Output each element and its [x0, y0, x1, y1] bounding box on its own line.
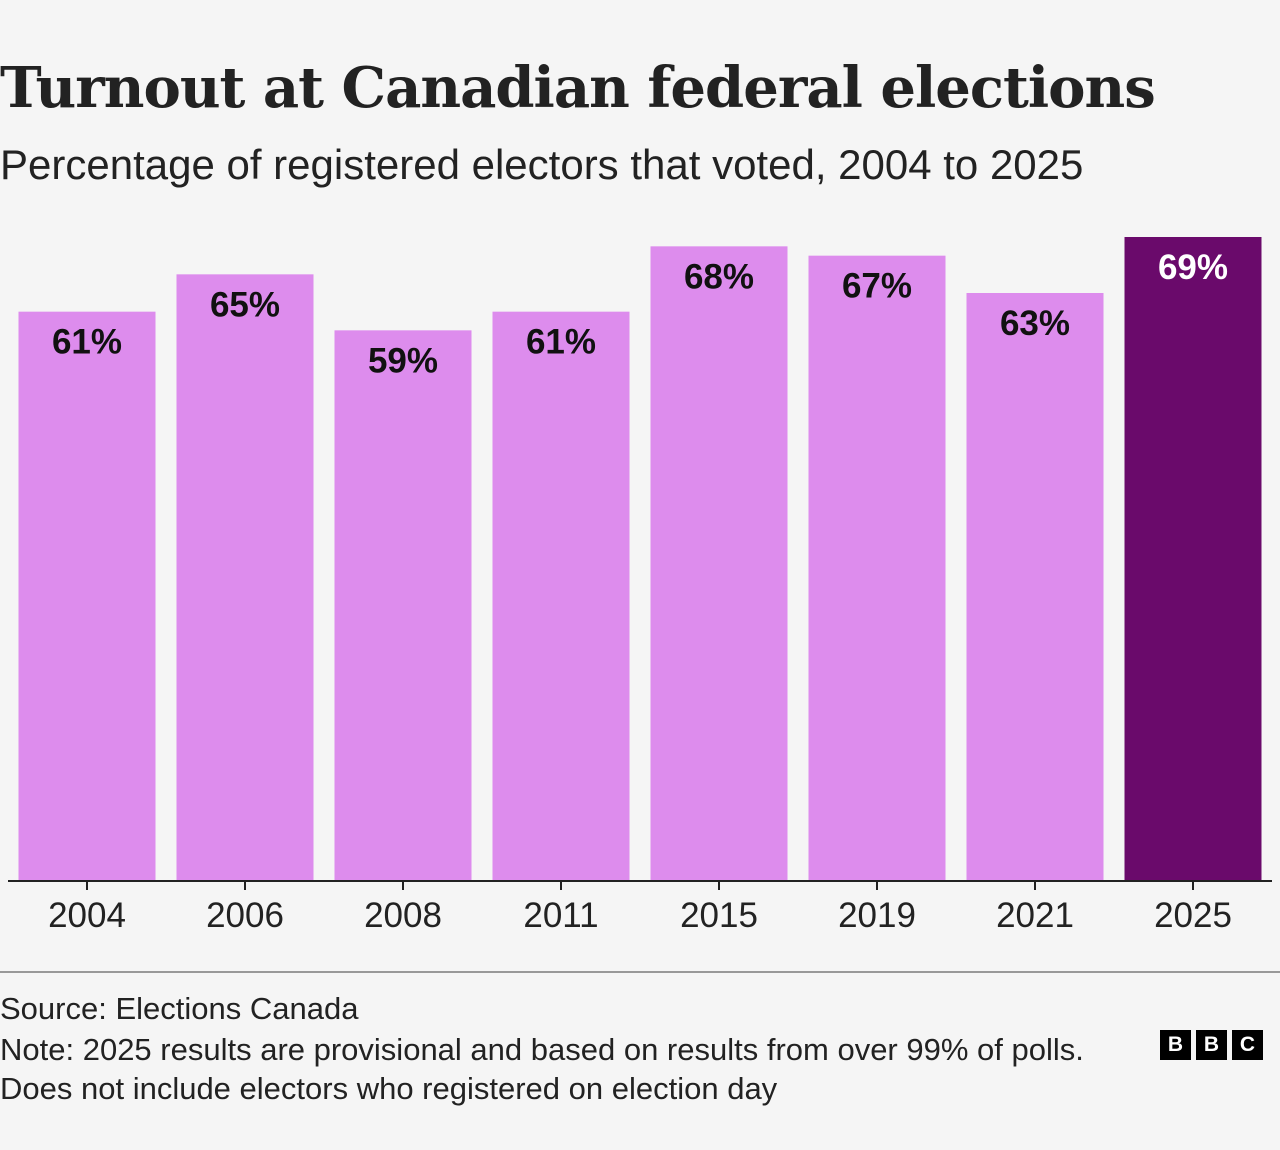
x-tick-label-2008: 2008 [364, 896, 442, 935]
bar-2025 [1124, 237, 1262, 881]
data-label-2015: 68% [684, 257, 754, 296]
footer-divider [0, 971, 1280, 973]
x-tick-label-2015: 2015 [680, 896, 758, 935]
data-label-2019: 67% [842, 267, 912, 306]
bar-2015 [650, 246, 788, 882]
data-label-2008: 59% [368, 341, 438, 380]
bar-2019 [808, 255, 946, 881]
chart-subtitle: Percentage of registered electors that v… [0, 141, 1084, 188]
x-tick-label-2011: 2011 [523, 896, 598, 935]
bbc-logo-letter: C [1232, 1030, 1263, 1060]
data-label-2021: 63% [1000, 304, 1070, 343]
bar-2011 [492, 311, 630, 882]
x-tick-label-2004: 2004 [48, 896, 126, 935]
x-tick-label-2025: 2025 [1154, 896, 1232, 935]
bar-2004 [18, 311, 156, 882]
bar-2006 [176, 274, 314, 881]
data-label-2011: 61% [526, 323, 596, 362]
note-text: Note: 2025 results are provisional and b… [0, 1032, 1084, 1106]
data-label-2004: 61% [52, 323, 122, 362]
data-label-2025: 69% [1158, 248, 1228, 287]
bbc-logo-letter: B [1160, 1030, 1191, 1060]
data-label-2006: 65% [210, 285, 280, 324]
bbc-logo: B B C [1160, 1030, 1263, 1060]
bar-chart: 61% 2004 65% 2006 59% 2008 61% 2011 68% 2015 67% 20… [8, 237, 1272, 935]
chart-title: Turnout at Canadian federal elections [0, 55, 1156, 121]
x-tick-label-2019: 2019 [838, 896, 916, 935]
bar-2008 [334, 330, 472, 881]
bbc-logo-letter: B [1196, 1030, 1227, 1060]
source-text: Source: Elections Canada [0, 991, 359, 1026]
x-tick-label-2021: 2021 [996, 896, 1074, 935]
x-tick-label-2006: 2006 [206, 896, 284, 935]
bar-2021 [966, 293, 1104, 881]
